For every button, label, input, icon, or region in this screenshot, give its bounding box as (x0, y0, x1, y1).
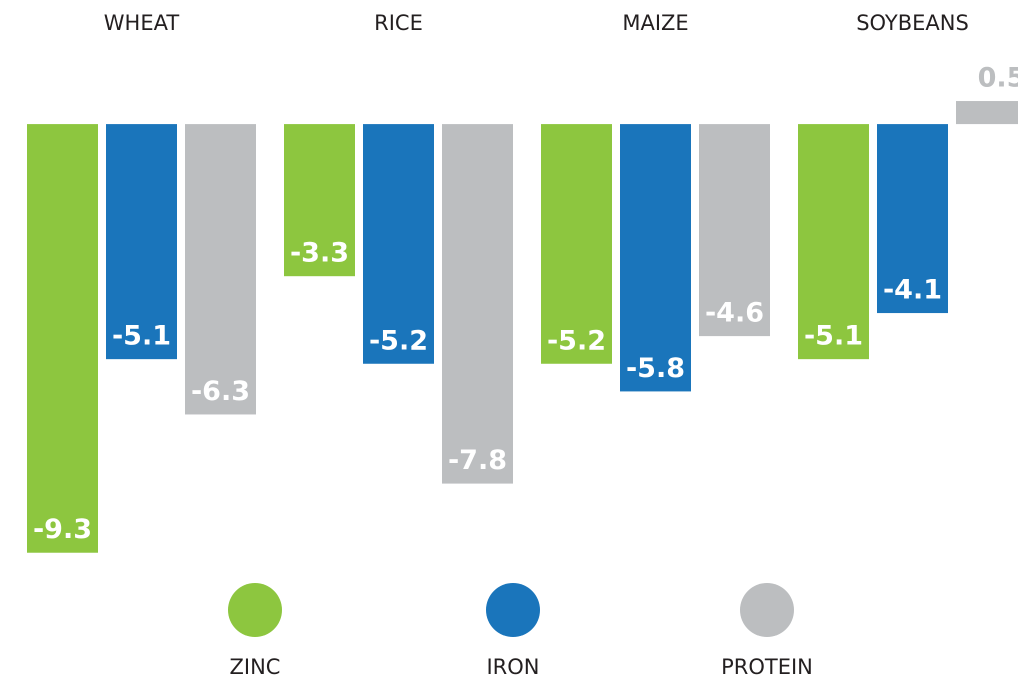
value-label: -4.6 (705, 298, 764, 329)
value-label: -7.8 (448, 445, 507, 476)
category-label: RICE (374, 11, 423, 35)
bar (442, 124, 513, 484)
bar (699, 124, 770, 337)
value-label: -3.3 (290, 238, 349, 269)
value-label: -4.1 (883, 275, 942, 306)
bar (877, 124, 948, 314)
value-label: -5.2 (547, 325, 606, 356)
bar (27, 124, 98, 553)
value-label: 0.5 (978, 63, 1018, 94)
value-label: -5.1 (112, 321, 171, 352)
bar (363, 124, 434, 364)
value-label: -9.3 (33, 514, 92, 545)
bar (284, 124, 355, 277)
category-label: MAIZE (622, 11, 688, 35)
value-label: -6.3 (191, 376, 250, 407)
value-label: -5.8 (626, 353, 685, 384)
bar (620, 124, 691, 392)
legend-label: ZINC (230, 655, 281, 679)
legend-label: PROTEIN (721, 655, 813, 679)
bar (798, 124, 869, 360)
category-label: WHEAT (104, 11, 180, 35)
value-label: -5.1 (804, 321, 863, 352)
bar (541, 124, 612, 364)
legend-marker (486, 583, 540, 637)
legend-marker (740, 583, 794, 637)
legend-label: IRON (486, 655, 539, 679)
legend-marker (228, 583, 282, 637)
category-label: SOYBEANS (856, 11, 969, 35)
bar (956, 101, 1018, 125)
bar (106, 124, 177, 360)
bar (185, 124, 256, 415)
value-label: -5.2 (369, 325, 428, 356)
